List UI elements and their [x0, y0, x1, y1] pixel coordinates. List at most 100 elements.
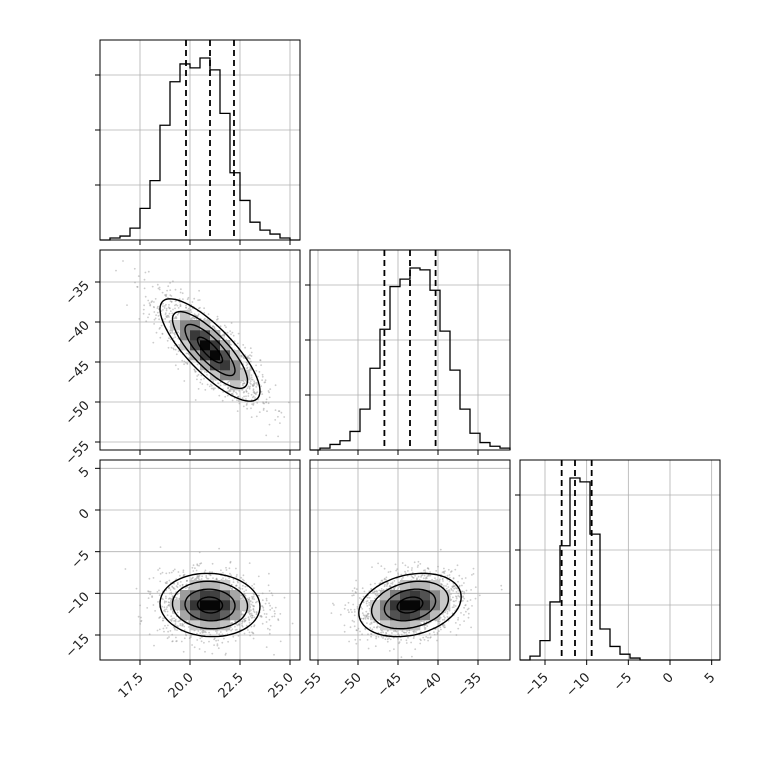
- sample-point: [256, 401, 259, 404]
- sample-point: [248, 621, 251, 624]
- sample-point: [421, 574, 424, 576]
- sample-point: [177, 620, 180, 623]
- sample-point: [227, 640, 230, 643]
- sample-point: [400, 633, 403, 636]
- sample-point: [169, 289, 172, 291]
- sample-point: [382, 637, 384, 639]
- sample-point: [217, 318, 219, 320]
- sample-point: [428, 575, 430, 577]
- sample-point: [230, 333, 232, 336]
- y-tick-label: −40: [63, 318, 93, 348]
- sample-point: [454, 622, 457, 624]
- sample-point: [211, 562, 214, 565]
- sample-point: [460, 612, 462, 614]
- sample-point: [251, 631, 253, 634]
- sample-point: [384, 583, 386, 586]
- sample-point: [266, 410, 268, 413]
- sample-point: [451, 586, 454, 589]
- sample-point: [252, 595, 255, 598]
- sample-point: [436, 632, 439, 634]
- sample-point: [407, 566, 409, 569]
- sample-point: [237, 581, 239, 584]
- y-tick-label: −10: [63, 590, 93, 620]
- sample-point: [139, 604, 142, 607]
- sample-point: [153, 311, 156, 313]
- sample-point: [441, 619, 444, 621]
- sample-point: [243, 618, 246, 620]
- sample-point: [458, 595, 461, 598]
- sample-point: [164, 313, 167, 316]
- sample-point: [168, 636, 170, 638]
- sample-point: [218, 547, 221, 550]
- sample-point: [206, 383, 209, 386]
- sample-point: [454, 568, 457, 571]
- sample-point: [153, 318, 156, 321]
- sample-point: [255, 364, 257, 367]
- sample-point: [183, 573, 186, 576]
- sample-point: [453, 604, 455, 606]
- sample-point: [406, 630, 408, 632]
- sample-point: [230, 322, 233, 324]
- sample-point: [256, 383, 259, 386]
- sample-point: [158, 286, 161, 289]
- sample-point: [198, 289, 201, 292]
- sample-point: [162, 305, 164, 308]
- sample-point: [262, 409, 265, 411]
- sample-point: [443, 567, 445, 570]
- sample-point: [351, 590, 354, 592]
- sample-point: [439, 578, 441, 581]
- sample-point: [351, 619, 354, 622]
- sample-point: [167, 346, 170, 349]
- sample-point: [369, 627, 372, 629]
- sample-point: [255, 613, 258, 616]
- sample-point: [364, 618, 367, 620]
- density-cell: [190, 340, 201, 351]
- sample-point: [359, 630, 361, 633]
- sample-point: [247, 355, 250, 358]
- x-tick-label: 25.0: [266, 670, 297, 701]
- sample-point: [199, 637, 202, 640]
- sample-point: [115, 269, 117, 272]
- sample-point: [441, 583, 443, 586]
- sample-point: [463, 592, 465, 595]
- sample-point: [343, 624, 346, 627]
- sample-point: [237, 332, 240, 335]
- sample-point: [143, 278, 146, 281]
- sample-point: [166, 606, 168, 608]
- sample-point: [240, 355, 243, 358]
- density-cell: [430, 590, 441, 601]
- sample-point: [361, 587, 364, 590]
- sample-point: [424, 628, 426, 631]
- sample-point: [437, 565, 439, 568]
- sample-point: [332, 602, 334, 605]
- sample-point: [471, 574, 473, 576]
- sample-point: [159, 580, 162, 583]
- sample-point: [271, 607, 273, 609]
- sample-point: [375, 590, 378, 592]
- sample-point: [170, 615, 173, 618]
- sample-point: [262, 606, 265, 609]
- sample-point: [238, 390, 241, 392]
- sample-point: [243, 619, 246, 622]
- density-content: [115, 260, 290, 438]
- sample-point: [237, 342, 239, 345]
- contour-line: [370, 580, 450, 630]
- panel-border: [309, 459, 511, 661]
- sample-point: [455, 595, 457, 598]
- sample-point: [393, 580, 396, 582]
- sample-point: [283, 416, 286, 418]
- sample-point: [247, 395, 250, 397]
- sample-point: [159, 572, 162, 575]
- sample-point: [234, 620, 237, 623]
- sample-point: [209, 574, 212, 577]
- sample-point: [372, 621, 375, 623]
- density-cell: [210, 620, 221, 631]
- sample-point: [235, 391, 237, 394]
- sample-point: [243, 395, 246, 398]
- sample-point: [177, 350, 180, 353]
- sample-point: [152, 341, 155, 344]
- sample-point: [443, 626, 446, 629]
- sample-point: [237, 623, 240, 626]
- sample-point: [248, 387, 251, 390]
- sample-point: [176, 586, 179, 589]
